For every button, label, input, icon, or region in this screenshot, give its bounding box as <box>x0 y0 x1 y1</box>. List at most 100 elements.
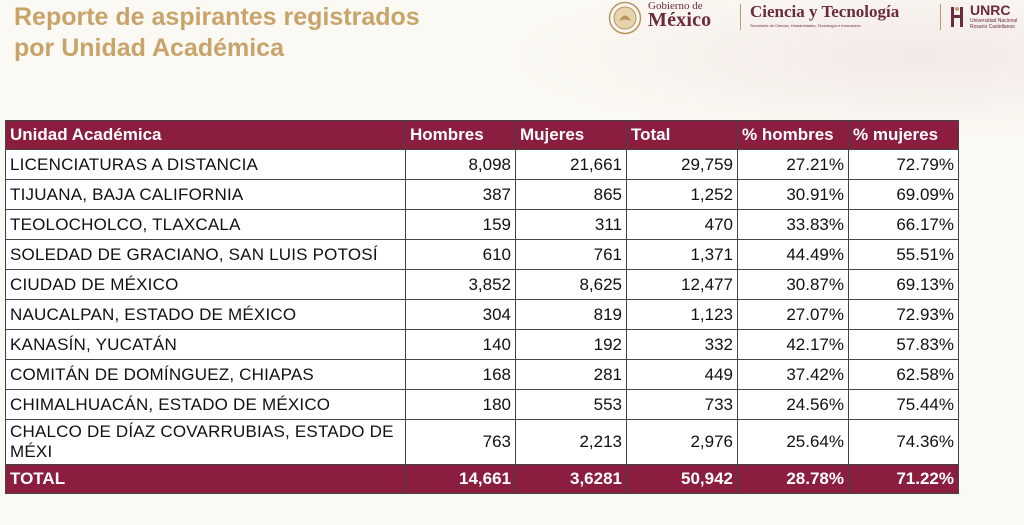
pct-hombres-cell: 30.87% <box>737 269 849 300</box>
pct-mujeres-cell: 74.36% <box>848 419 959 465</box>
logo-divider <box>940 4 941 30</box>
unidad-cell: TEOLOCHOLCO, TLAXCALA <box>5 209 406 240</box>
hombres-cell: 8,098 <box>405 149 516 180</box>
pct-hombres-cell: 27.07% <box>737 299 849 330</box>
total-cell: 470 <box>626 209 738 240</box>
gobierno-mexico-logo: Gobierno de México <box>606 0 736 36</box>
mujeres-cell: 761 <box>515 239 627 270</box>
ciencia-subtitle: Secretaría de Ciencia, Humanidades, Tecn… <box>750 23 861 28</box>
pct-hombres-cell: 27.21% <box>737 149 849 180</box>
pct-hombres-cell: 24.56% <box>737 389 849 420</box>
total-cell: 12,477 <box>626 269 738 300</box>
total-cell: 2,976 <box>626 419 738 465</box>
total-pct-mujeres-cell: 71.22% <box>848 464 959 494</box>
mujeres-cell: 553 <box>515 389 627 420</box>
unidad-cell: LICENCIATURAS A DISTANCIA <box>5 149 406 180</box>
pct-hombres-cell: 37.42% <box>737 359 849 390</box>
unidad-cell: COMITÁN DE DOMÍNGUEZ, CHIAPAS <box>5 359 406 390</box>
pct-mujeres-cell: 62.58% <box>848 359 959 390</box>
table-row: CHALCO DE DÍAZ COVARRUBIAS, ESTADO DE MÉ… <box>5 419 959 465</box>
mujeres-cell: 192 <box>515 329 627 360</box>
title-line-2: por Unidad Académica <box>14 34 284 62</box>
hombres-cell: 304 <box>405 299 516 330</box>
total-cell: 733 <box>626 389 738 420</box>
unidad-cell: NAUCALPAN, ESTADO DE MÉXICO <box>5 299 406 330</box>
mujeres-cell: 311 <box>515 209 627 240</box>
ciencia-tecnologia-label: Ciencia y Tecnología <box>750 2 900 21</box>
eagle-seal-icon <box>608 1 642 35</box>
gobierno-label: Gobierno de <box>648 0 703 12</box>
table-row: LICENCIATURAS A DISTANCIA 8,098 21,661 29,7… <box>5 149 959 180</box>
total-hombres-cell: 14,661 <box>405 464 516 494</box>
aspirantes-table: Unidad Académica Hombres Mujeres Total% hom… <box>5 120 959 494</box>
hombres-cell: 168 <box>405 359 516 390</box>
mexico-label: México <box>648 9 712 31</box>
hombres-cell: 180 <box>405 389 516 420</box>
total-total-cell: 50,942 <box>626 464 738 494</box>
total-mujeres-cell: 3,6281 <box>515 464 627 494</box>
pct-mujeres-cell: 69.13% <box>848 269 959 300</box>
total-cell: 332 <box>626 329 738 360</box>
unidad-cell: CIUDAD DE MÉXICO <box>5 269 406 300</box>
unrc-subtitle: Universidad Nacional Rosario Castellanos <box>970 18 1018 30</box>
unidad-cell: CHIMALHUACÁN, ESTADO DE MÉXICO <box>5 389 406 420</box>
mujeres-cell: 281 <box>515 359 627 390</box>
mujeres-cell: 21,661 <box>515 149 627 180</box>
unidad-cell: KANASÍN, YUCATÁN <box>5 329 406 360</box>
pct-hombres-cell: 44.49% <box>737 239 849 270</box>
table-row: NAUCALPAN, ESTADO DE MÉXICO 304 819 1,123 27… <box>5 299 959 330</box>
col-pct-mujeres-header: % mujeres <box>848 120 959 150</box>
table-header-row: Unidad Académica Hombres Mujeres Total% hom… <box>5 120 959 150</box>
mujeres-cell: 865 <box>515 179 627 210</box>
total-cell: 1,371 <box>626 239 738 270</box>
mujeres-cell: 2,213 <box>515 419 627 465</box>
table-row: SOLEDAD DE GRACIANO, SAN LUIS POTOSÍ 610 7… <box>5 239 959 270</box>
total-cell: 1,252 <box>626 179 738 210</box>
pct-hombres-cell: 33.83% <box>737 209 849 240</box>
total-label-cell: TOTAL <box>5 464 406 494</box>
total-pct-hombres-cell: 28.78% <box>737 464 849 494</box>
pct-mujeres-cell: 55.51% <box>848 239 959 270</box>
table-row: CIUDAD DE MÉXICO 3,852 8,625 12,477 30.87% 69… <box>5 269 959 300</box>
table-row: TEOLOCHOLCO, TLAXCALA 159 311 470 33.83% 66.1… <box>5 209 959 240</box>
total-cell: 29,759 <box>626 149 738 180</box>
col-mujeres-header: Mujeres <box>515 120 627 150</box>
pct-hombres-cell: 42.17% <box>737 329 849 360</box>
hombres-cell: 159 <box>405 209 516 240</box>
hombres-cell: 3,852 <box>405 269 516 300</box>
pct-mujeres-cell: 72.79% <box>848 149 959 180</box>
unrc-label: UNRC <box>970 2 1011 18</box>
hombres-cell: 610 <box>405 239 516 270</box>
pct-mujeres-cell: 72.93% <box>848 299 959 330</box>
total-cell: 1,123 <box>626 299 738 330</box>
hombres-cell: 387 <box>405 179 516 210</box>
table-body: LICENCIATURAS A DISTANCIA 8,098 21,661 29,7… <box>5 149 959 465</box>
table-total-row: TOTAL 14,661 3,6281 50,942 28.78% 71.22% <box>5 464 959 494</box>
table-row: COMITÁN DE DOMÍNGUEZ, CHIAPAS 168 281 449 37… <box>5 359 959 390</box>
title-line-1: Reporte de aspirantes registrados <box>14 3 420 31</box>
background-wash <box>504 0 1024 140</box>
mujeres-cell: 819 <box>515 299 627 330</box>
col-unidad-header: Unidad Académica <box>5 120 406 150</box>
col-hombres-header: Hombres <box>405 120 516 150</box>
table-row: KANASÍN, YUCATÁN 140 192 332 42.17% 57.83% <box>5 329 959 360</box>
mujeres-cell: 8,625 <box>515 269 627 300</box>
col-total-header: Total <box>626 120 738 150</box>
logo-divider <box>740 4 741 30</box>
unidad-cell: TIJUANA, BAJA CALIFORNIA <box>5 179 406 210</box>
col-pct-hombres-header: % hombres <box>737 120 849 150</box>
unidad-cell: CHALCO DE DÍAZ COVARRUBIAS, ESTADO DE MÉ… <box>5 419 406 465</box>
table-row: TIJUANA, BAJA CALIFORNIA 387 865 1,252 30.91… <box>5 179 959 210</box>
page-title: Reporte de aspirantes registrados por Un… <box>14 2 420 64</box>
pct-mujeres-cell: 75.44% <box>848 389 959 420</box>
pct-mujeres-cell: 57.83% <box>848 329 959 360</box>
total-cell: 449 <box>626 359 738 390</box>
unidad-cell: SOLEDAD DE GRACIANO, SAN LUIS POTOSÍ <box>5 239 406 270</box>
table-row: CHIMALHUACÁN, ESTADO DE MÉXICO 180 553 733 2… <box>5 389 959 420</box>
hombres-cell: 763 <box>405 419 516 465</box>
pct-mujeres-cell: 66.17% <box>848 209 959 240</box>
pct-hombres-cell: 30.91% <box>737 179 849 210</box>
pct-mujeres-cell: 69.09% <box>848 179 959 210</box>
hombres-cell: 140 <box>405 329 516 360</box>
unrc-emblem-icon <box>951 7 963 27</box>
